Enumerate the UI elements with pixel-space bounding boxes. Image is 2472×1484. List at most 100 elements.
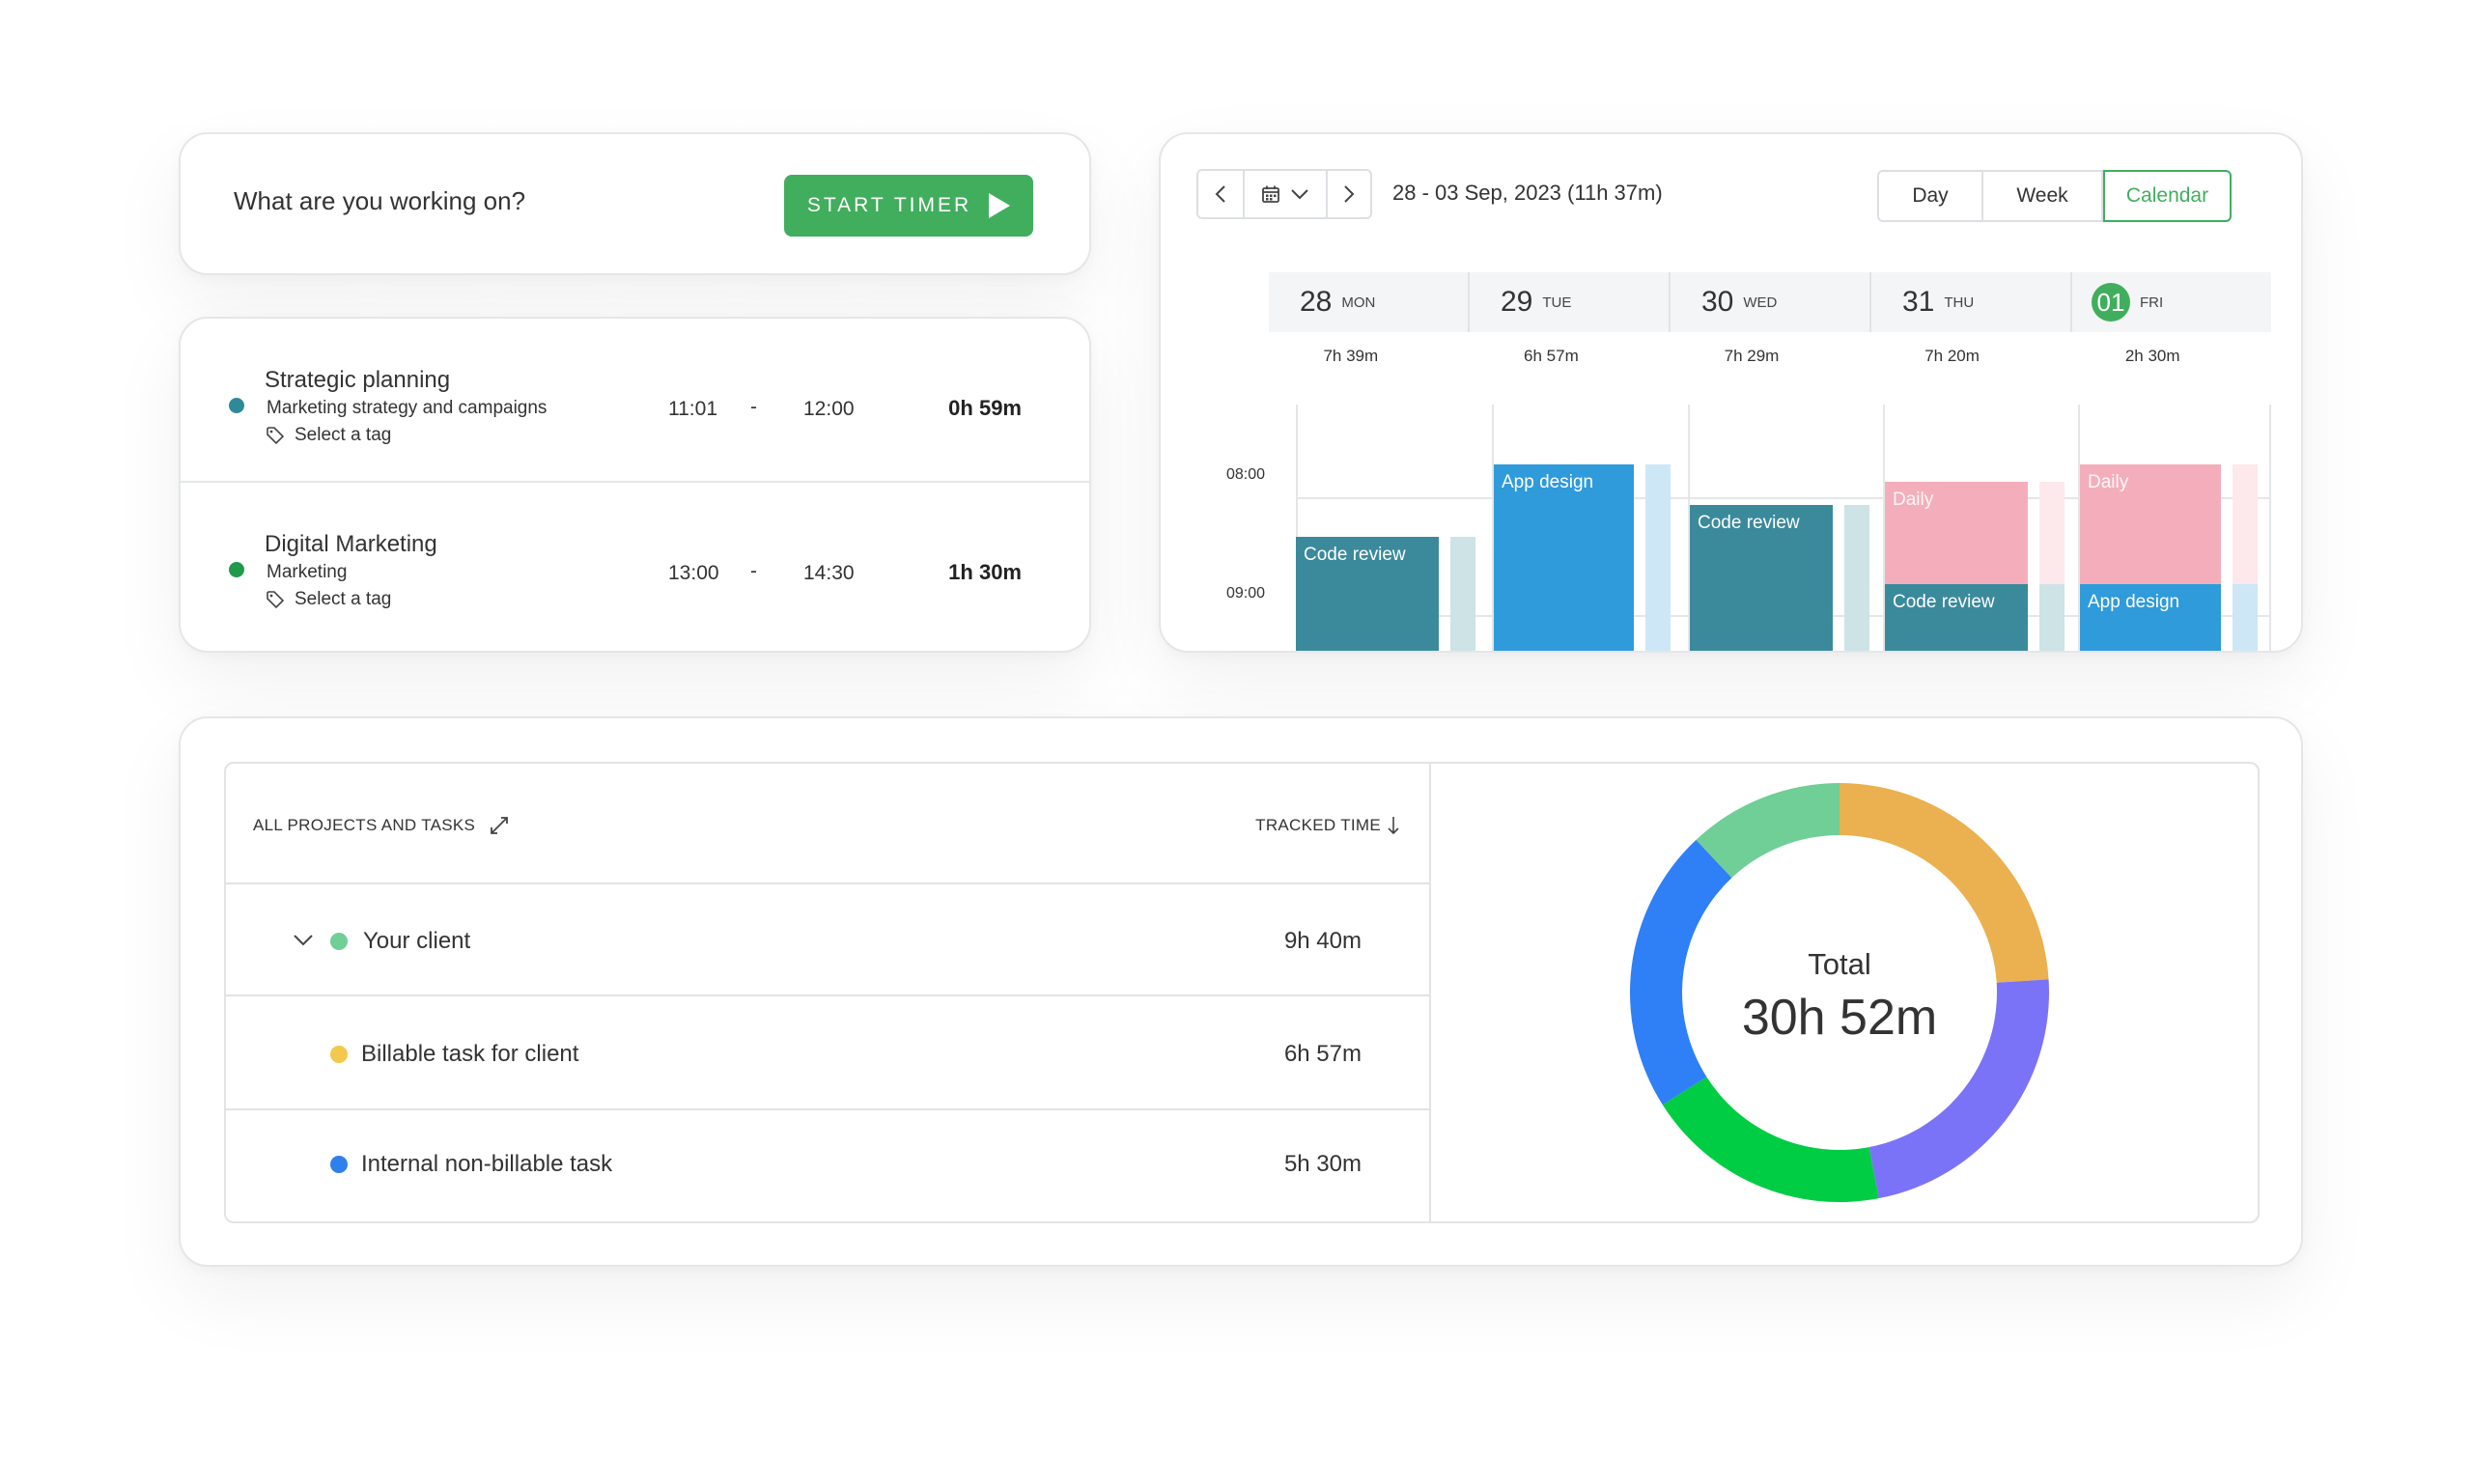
day-totals-row: 7h 39m 6h 57m 7h 29m 7h 20m 2h 30m [1269,347,2271,366]
entry-title: Strategic planning [265,367,451,393]
calendar-event[interactable]: Daily [1885,482,2028,584]
calendar-event[interactable]: App design [1494,464,1634,651]
day-divider [1296,405,1298,651]
view-calendar-button[interactable]: Calendar [2103,170,2232,222]
day-divider [2078,405,2080,651]
play-icon [989,193,1011,218]
day-number: 30 [1701,286,1734,318]
row-time: 5h 30m [1283,1151,1362,1177]
day-header-row: 28 MON 29 TUE 30 WED 31 THU 01 FRI [1269,272,2271,332]
row-label: Billable task for client [361,1041,579,1067]
calendar-icon [1262,185,1279,203]
report-panel: ALL PROJECTS AND TASKS TRACKED TIME Your… [224,762,2260,1223]
chevron-down-icon [1291,189,1308,200]
event-ghost-bar [1844,505,1869,651]
next-week-button[interactable] [1326,171,1370,217]
tag-icon [267,591,285,609]
prev-week-button[interactable] [1198,171,1243,217]
time-entry[interactable]: Strategic planning Marketing strategy an… [181,319,1089,481]
projects-column-header[interactable]: ALL PROJECTS AND TASKS [253,815,510,836]
date-picker-button[interactable] [1243,171,1326,217]
entry-start-time[interactable]: 11:01 [668,398,717,420]
select-tag-label: Select a tag [295,589,392,609]
day-number: 29 [1501,286,1533,318]
donut-segment[interactable] [1840,783,2049,983]
event-label: Code review [1698,513,1800,533]
calendar-event[interactable]: Code review [1296,537,1439,651]
donut-segment[interactable] [1868,979,2049,1199]
timer-card: What are you working on? START TIMER [179,132,1091,275]
day-header-wed[interactable]: 30 WED [1671,272,1871,332]
calendar-event[interactable]: App design [2080,584,2221,651]
day-header-thu[interactable]: 31 THU [1871,272,2072,332]
sort-down-icon [1388,817,1399,835]
row-label: Internal non-billable task [361,1151,613,1177]
calendar-event[interactable]: Code review [1690,505,1833,651]
entry-duration: 1h 30m [948,560,1022,584]
collapse-chevron-icon[interactable] [292,933,315,948]
total-donut-chart: Total 30h 52m [1431,764,2258,1221]
entry-project: Marketing strategy and campaigns [267,398,548,418]
event-ghost-bar [2233,584,2258,651]
project-color-dot [229,562,244,577]
day-of-week: WED [1743,294,1778,311]
day-of-week: TUE [1542,294,1572,311]
day-divider [1688,405,1690,651]
row-time: 6h 57m [1283,1041,1362,1067]
time-label: 09:00 [1226,585,1266,602]
event-ghost-bar [1645,464,1671,651]
expand-icon[interactable] [489,815,510,836]
view-week-button[interactable]: Week [1983,170,2103,222]
event-ghost-bar [2039,584,2065,651]
view-day-button[interactable]: Day [1877,170,1983,222]
table-row-task[interactable]: Internal non-billable task 5h 30m [226,1112,1429,1221]
day-header-fri[interactable]: 01 FRI [2072,272,2271,332]
event-ghost-bar [2039,482,2065,584]
time-separator: - [750,560,757,582]
event-ghost-bar [2233,464,2258,584]
task-color-dot [330,1046,348,1063]
calendar-event[interactable]: Code review [1885,584,2028,651]
day-divider [2269,405,2271,651]
day-of-week: MON [1341,294,1376,311]
entry-start-time[interactable]: 13:00 [668,562,719,584]
select-tag-label: Select a tag [295,425,392,445]
donut-total-label: Total [1808,947,1871,981]
donut-segment[interactable] [1630,839,1732,1106]
day-divider [1883,405,1885,651]
entry-end-time[interactable]: 12:00 [803,398,855,420]
timer-description-input[interactable]: What are you working on? [234,186,526,215]
entry-project: Marketing [267,562,348,582]
day-total: 7h 39m [1323,347,1379,365]
day-number: 28 [1300,286,1333,318]
start-timer-button[interactable]: START TIMER [784,175,1033,237]
select-tag-button[interactable]: Select a tag [266,589,391,610]
tag-icon [267,427,285,445]
day-header-mon[interactable]: 28 MON [1269,272,1470,332]
date-range-label: 28 - 03 Sep, 2023 (11h 37m) [1392,181,1663,205]
task-color-dot [330,1156,348,1173]
today-day-number: 01 [2092,283,2130,322]
client-color-dot [330,933,348,950]
day-number: 31 [1902,286,1935,318]
time-entry[interactable]: Digital Marketing Marketing Select a tag… [181,481,1089,643]
calendar-grid: Code review App design Code review Daily… [1296,405,2271,651]
select-tag-button[interactable]: Select a tag [266,425,391,446]
day-total: 7h 29m [1724,347,1780,365]
report-card: ALL PROJECTS AND TASKS TRACKED TIME Your… [179,716,2303,1267]
day-header-tue[interactable]: 29 TUE [1470,272,1671,332]
day-of-week: FRI [2140,294,2164,311]
view-switch: Day Week Calendar [1877,170,2232,222]
time-separator: - [750,396,757,418]
calendar-event[interactable]: Daily [2080,464,2221,584]
day-divider [1492,405,1494,651]
table-header: ALL PROJECTS AND TASKS TRACKED TIME [226,764,1429,884]
donut-segment[interactable] [1696,783,1840,879]
table-row-client[interactable]: Your client 9h 40m [226,886,1429,996]
tracked-time-label: TRACKED TIME [1255,816,1381,834]
tracked-time-column-header[interactable]: TRACKED TIME [1255,815,1400,836]
entry-end-time[interactable]: 14:30 [803,562,855,584]
donut-segment[interactable] [1662,1077,1879,1202]
table-row-task[interactable]: Billable task for client 6h 57m [226,998,1429,1110]
row-label: Your client [363,928,471,954]
